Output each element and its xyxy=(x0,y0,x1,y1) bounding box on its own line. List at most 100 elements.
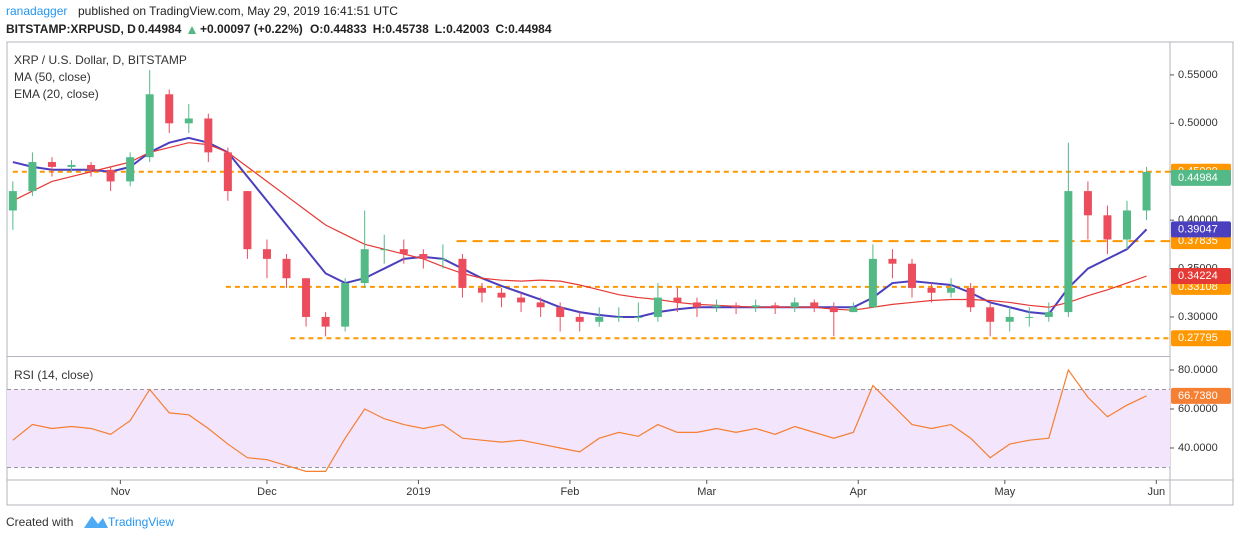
x-tick-label: Nov xyxy=(111,486,131,498)
candle-body xyxy=(28,162,37,192)
candle-body xyxy=(712,305,721,308)
price-tag-label: 0.37835 xyxy=(1178,235,1218,247)
price-tag xyxy=(1171,169,1231,186)
candle-body xyxy=(1025,316,1034,318)
candle-body xyxy=(751,305,760,308)
candle-body xyxy=(614,316,623,318)
candle-body xyxy=(184,118,193,124)
candle-body xyxy=(302,278,311,317)
candle-body xyxy=(223,152,232,192)
x-tick-label: Dec xyxy=(257,486,277,498)
price-tag-label: 0.34224 xyxy=(1178,270,1218,282)
candle-body xyxy=(1122,210,1131,240)
candle-body xyxy=(87,164,96,170)
candle-body xyxy=(732,305,741,308)
ohlc: C:0.44984 xyxy=(495,22,551,36)
candle-body xyxy=(438,258,447,260)
candle-body xyxy=(575,316,584,322)
x-tick-label: Mar xyxy=(697,486,716,498)
rsi-tick-label: 60.0000 xyxy=(1178,403,1218,415)
candle-body xyxy=(360,249,369,284)
candle-body xyxy=(966,287,975,308)
candle-body xyxy=(849,307,858,313)
up-arrow xyxy=(188,26,196,34)
candle-body xyxy=(1103,215,1112,240)
ohlc: O:0.44833 xyxy=(310,22,367,36)
price-tag xyxy=(1171,221,1231,238)
x-tick-label: 2019 xyxy=(406,486,430,498)
candle-body xyxy=(556,307,565,317)
rsi-tick-label: 40.0000 xyxy=(1178,442,1218,454)
y-tick-label: 0.55000 xyxy=(1178,69,1218,81)
price-tag xyxy=(1171,268,1231,285)
candle-body xyxy=(517,297,526,303)
rsi-line xyxy=(12,368,1147,472)
candle-body xyxy=(341,283,350,327)
candle-body xyxy=(536,302,545,308)
candle-body xyxy=(1005,316,1014,322)
candle-body xyxy=(653,297,662,317)
candle-body xyxy=(243,191,252,250)
ohlc: L:0.42003 xyxy=(435,22,490,36)
candle-body xyxy=(1142,171,1151,211)
logo xyxy=(84,516,108,528)
candle-body xyxy=(419,254,428,259)
ohlc: H:0.45738 xyxy=(373,22,429,36)
change: +0.00097 (+0.22%) xyxy=(200,22,303,36)
footer-created: Created with xyxy=(6,515,73,529)
candle-body xyxy=(458,258,467,288)
candle-body xyxy=(673,297,682,303)
candle-body xyxy=(634,316,643,318)
candle-body xyxy=(399,249,408,255)
candle-body xyxy=(986,307,995,322)
ma-line xyxy=(12,142,1147,311)
candle-body xyxy=(145,94,154,158)
ma-line xyxy=(12,136,1148,318)
x-tick-label: May xyxy=(994,486,1015,498)
price-tag-label: 66.7380 xyxy=(1178,390,1218,402)
candle-body xyxy=(262,249,271,259)
candle-body xyxy=(595,316,604,322)
candle-body xyxy=(771,305,780,308)
author[interactable]: ranadagger xyxy=(6,4,67,18)
candle-body xyxy=(8,191,17,211)
candle-body xyxy=(868,258,877,308)
rsi-band xyxy=(7,389,1170,468)
x-tick-label: Feb xyxy=(560,486,579,498)
candle-body xyxy=(47,162,56,167)
candle-body xyxy=(790,302,799,308)
candle-body xyxy=(106,169,115,182)
x-tick-label: Apr xyxy=(850,486,867,498)
candle-body xyxy=(497,292,506,298)
legend-ma: MA (50, close) xyxy=(14,70,91,84)
price-tag-label: 0.44984 xyxy=(1178,172,1218,184)
candle-body xyxy=(907,263,916,288)
candle-body xyxy=(1064,191,1073,313)
symbol: BITSTAMP:XRPUSD, D xyxy=(6,22,136,36)
candle-body xyxy=(126,157,135,182)
rsi-tick-label: 80.0000 xyxy=(1178,364,1218,376)
rsi-title: RSI (14, close) xyxy=(14,368,93,382)
candle-body xyxy=(1083,191,1092,216)
candle-body xyxy=(477,287,486,293)
published: published on TradingView.com, May 29, 20… xyxy=(78,4,398,18)
price-tag xyxy=(1171,387,1231,404)
candle-body xyxy=(829,307,838,313)
candle-body xyxy=(810,302,819,308)
candle-body xyxy=(947,287,956,293)
candle-body xyxy=(67,164,76,167)
legend-symbol: XRP / U.S. Dollar, D, BITSTAMP xyxy=(14,53,187,67)
candle-body xyxy=(321,316,330,327)
candle-body xyxy=(1044,312,1053,317)
candle-body xyxy=(692,302,701,308)
last-price: 0.44984 xyxy=(138,22,182,36)
candle-body xyxy=(380,249,389,251)
y-tick-label: 0.50000 xyxy=(1178,117,1218,129)
price-tag xyxy=(1171,330,1231,347)
x-tick-label: Jun xyxy=(1147,486,1165,498)
candle-body xyxy=(888,258,897,264)
frame xyxy=(6,41,1234,506)
candle-body xyxy=(927,287,936,293)
footer-brand[interactable]: TradingView xyxy=(108,515,174,529)
